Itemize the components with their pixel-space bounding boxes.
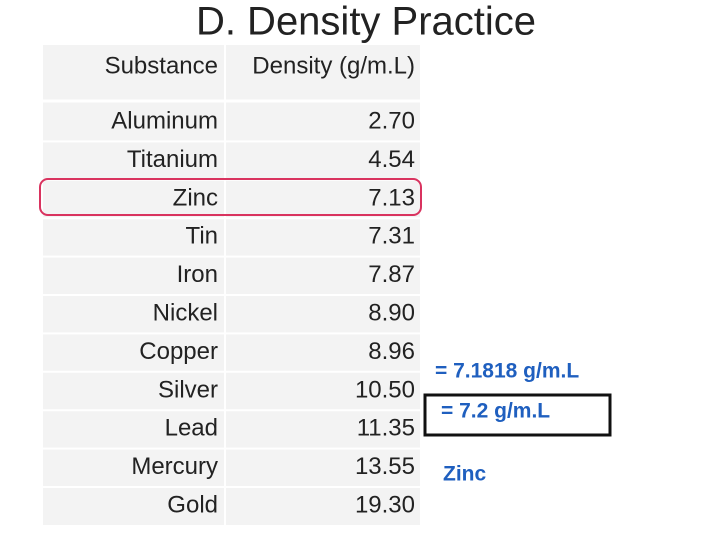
substance-cell: Copper bbox=[139, 338, 218, 365]
substance-cell: Silver bbox=[158, 376, 218, 403]
substance-cell: Tin bbox=[186, 223, 218, 250]
density-cell: 8.96 bbox=[368, 338, 415, 365]
density-cell: 2.70 bbox=[368, 108, 415, 135]
substance-cell: Gold bbox=[167, 492, 218, 519]
density-cell: 4.54 bbox=[368, 146, 415, 173]
rounded-value: = 7.2 g/m.L bbox=[441, 400, 550, 423]
density-cell: 7.13 bbox=[368, 184, 415, 211]
substance-cell: Nickel bbox=[153, 300, 218, 327]
table-body: Aluminum 2.70 Titanium 4.54 Zinc 7.13 Tin 7.31 I… bbox=[43, 108, 420, 519]
substance-cell: Lead bbox=[165, 415, 218, 442]
highlight-box bbox=[39, 178, 422, 216]
density-cell: 8.90 bbox=[368, 300, 415, 327]
density-cell: 7.87 bbox=[368, 261, 415, 288]
table-background bbox=[43, 45, 420, 525]
density-cell: 7.31 bbox=[368, 223, 415, 250]
calculated-value: = 7.1818 g/m.L bbox=[435, 360, 579, 383]
rounded-box bbox=[423, 393, 612, 437]
substance-cell: Zinc bbox=[173, 184, 218, 211]
substance-cell: Mercury bbox=[131, 453, 218, 480]
density-cell: 19.30 bbox=[355, 492, 415, 519]
substance-cell: Aluminum bbox=[111, 108, 218, 135]
slide-title: D. Density Practice bbox=[196, 0, 536, 44]
substance-cell: Iron bbox=[177, 261, 218, 288]
density-cell: 13.55 bbox=[355, 453, 415, 480]
header-cell: Density (g/m.L) bbox=[252, 52, 415, 79]
answer: Zinc bbox=[443, 463, 486, 486]
header-cell: Substance bbox=[105, 52, 218, 79]
density-cell: 10.50 bbox=[355, 376, 415, 403]
density-cell: 11.35 bbox=[357, 415, 415, 442]
substance-cell: Titanium bbox=[127, 146, 218, 173]
